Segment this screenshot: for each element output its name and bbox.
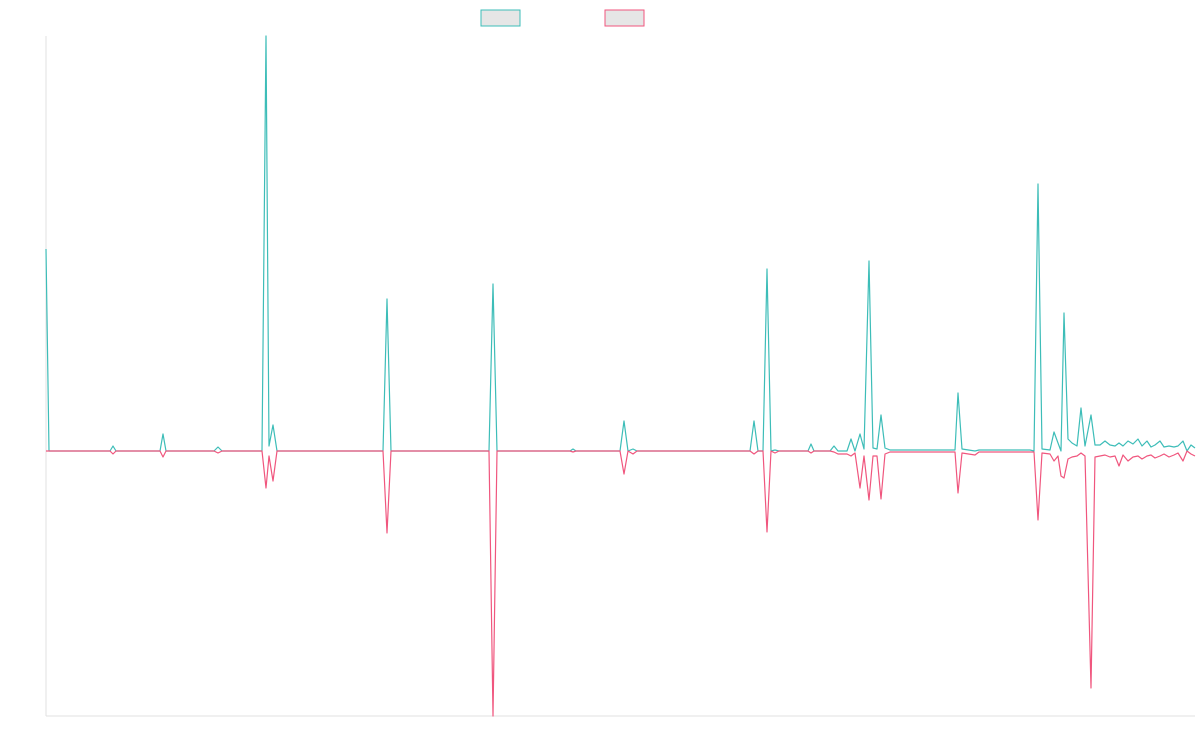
legend-swatch	[604, 9, 645, 27]
series-line	[45, 35, 1196, 452]
series-line	[46, 450, 1196, 717]
legend-swatch	[480, 9, 521, 27]
